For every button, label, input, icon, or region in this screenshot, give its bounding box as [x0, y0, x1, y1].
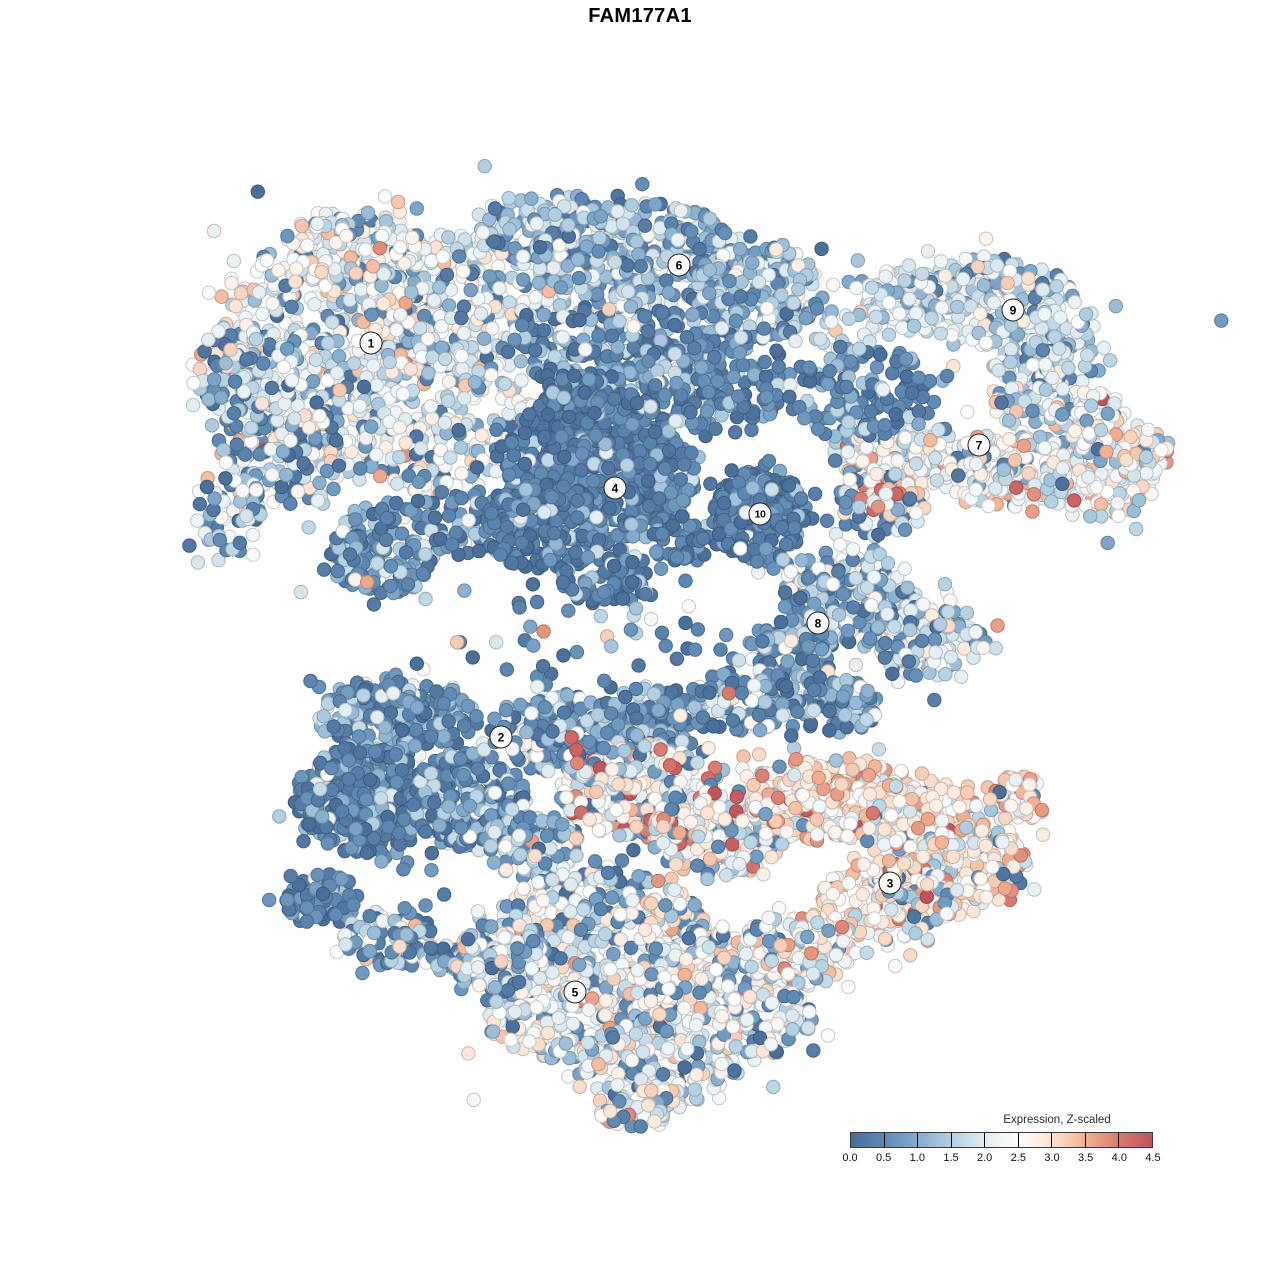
legend-tick-label-0.0: 0.0 — [842, 1152, 858, 1164]
cluster-label-5: 5 — [563, 980, 587, 1004]
legend-tick-mark — [883, 1133, 885, 1147]
cluster-label-4: 4 — [603, 476, 627, 500]
legend-tick-mark — [984, 1133, 986, 1147]
legend-tick-mark — [1017, 1133, 1019, 1147]
plot-title: FAM177A1 — [588, 5, 692, 27]
legend-tick-label-3.5: 3.5 — [1078, 1152, 1094, 1164]
legend-tick-label-2.5: 2.5 — [1010, 1152, 1026, 1164]
legend-tick-label-4.0: 4.0 — [1111, 1152, 1127, 1164]
legend-tick-label-2.0: 2.0 — [977, 1152, 993, 1164]
legend-tick-mark — [1118, 1133, 1120, 1147]
legend-colorbar — [850, 1132, 1153, 1148]
cluster-label-1: 1 — [359, 331, 383, 355]
legend-title: Expression, Z-scaled — [1003, 1114, 1111, 1126]
legend-tick-mark — [917, 1133, 919, 1147]
cluster-label-8: 8 — [806, 611, 830, 635]
legend-tick-label-0.5: 0.5 — [876, 1152, 892, 1164]
cluster-label-6: 6 — [667, 253, 691, 277]
legend-tick-mark — [1084, 1133, 1086, 1147]
legend-tick-label-3.0: 3.0 — [1044, 1152, 1060, 1164]
legend-tick-label-1.5: 1.5 — [943, 1152, 959, 1164]
cluster-label-7: 7 — [967, 433, 991, 457]
cluster-label-10: 10 — [748, 502, 772, 526]
legend-tick-mark — [950, 1133, 952, 1147]
legend-tick-label-4.5: 4.5 — [1145, 1152, 1161, 1164]
cluster-label-9: 9 — [1001, 298, 1025, 322]
legend-tick-label-1.0: 1.0 — [909, 1152, 925, 1164]
cluster-label-2: 2 — [489, 725, 513, 749]
cluster-label-3: 3 — [878, 871, 902, 895]
legend-tick-mark — [1051, 1133, 1053, 1147]
